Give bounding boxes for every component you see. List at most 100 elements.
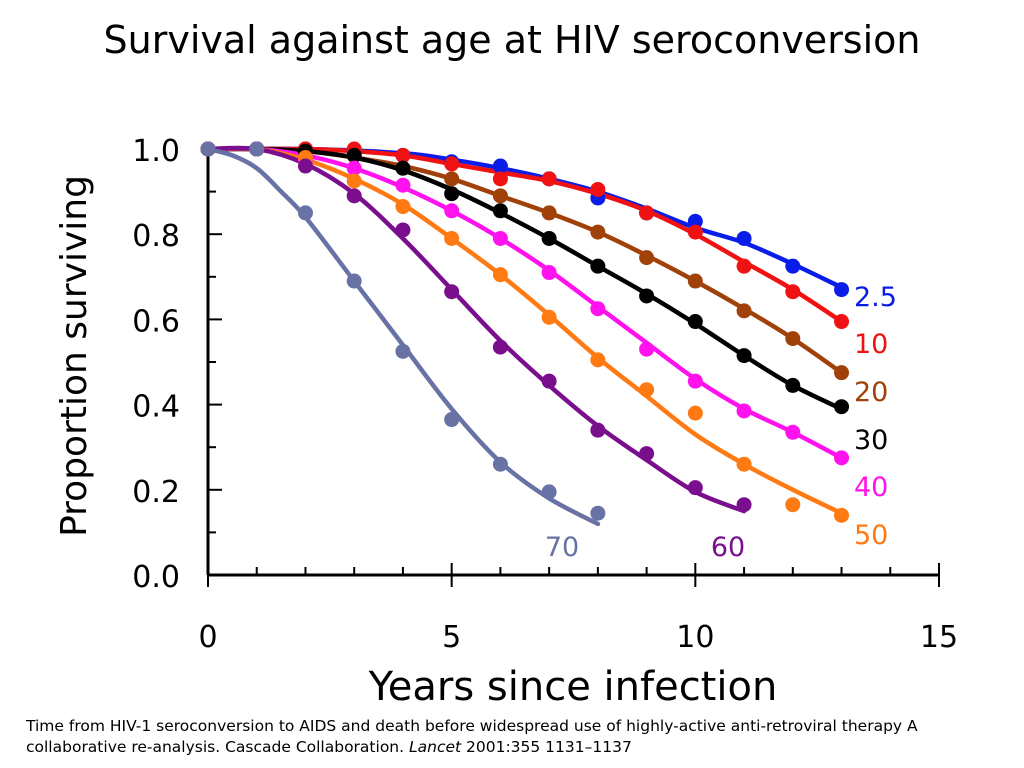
series-10-point (541, 171, 557, 187)
citation: Time from HIV-1 seroconversion to AIDS a… (26, 716, 1001, 758)
series-60-point (639, 446, 655, 462)
series-70-point (590, 505, 606, 521)
series-60-point (492, 339, 508, 355)
series-60-point (736, 497, 752, 513)
series-70-label: 70 (545, 532, 579, 563)
series-20-point (492, 188, 508, 204)
series-30-point (444, 186, 460, 202)
series-30-point (541, 230, 557, 246)
series-50-point (395, 199, 411, 215)
series-20-point (736, 303, 752, 319)
axes: 0.0 0.2 0.4 0.6 0.8 1.0 0 5 10 15 (132, 134, 958, 655)
series-30-point (639, 288, 655, 304)
series-40-point (736, 403, 752, 419)
series-70-point (395, 343, 411, 359)
series-40-point (395, 177, 411, 193)
series-60-point (541, 373, 557, 389)
series-40-point (687, 373, 703, 389)
series-50-point (590, 352, 606, 368)
series-10-point (834, 314, 850, 330)
series-50-point (687, 405, 703, 421)
y-tick-label: 0.0 (132, 560, 180, 595)
x-tick-label: 10 (676, 620, 714, 655)
series-30-point (736, 348, 752, 364)
series-20-point (785, 331, 801, 347)
y-tick-label: 0.4 (132, 390, 180, 425)
y-tick-label: 0.6 (132, 304, 180, 339)
series-70-point (492, 456, 508, 472)
series-10-point (590, 181, 606, 197)
x-tick-label: 15 (920, 620, 958, 655)
series-30-point (785, 377, 801, 393)
series-60-point (346, 188, 362, 204)
y-tick-label: 0.8 (132, 219, 180, 254)
citation-details: 2001:355 1131–1137 (461, 738, 632, 756)
series-40-point (346, 160, 362, 176)
chart-title: Survival against age at HIV seroconversi… (103, 18, 921, 62)
series-30-point (687, 314, 703, 330)
series-40-point (444, 203, 460, 219)
series-2-5-point (687, 213, 703, 229)
series-30-label: 30 (854, 425, 888, 456)
series-2-5-point (736, 230, 752, 246)
series-30-point (834, 399, 850, 415)
series-10-point (395, 147, 411, 163)
series-70-point (297, 205, 313, 221)
series-30-line (205, 146, 844, 412)
series-60-point (395, 222, 411, 238)
series-10-point (444, 156, 460, 172)
series-50-point (444, 230, 460, 246)
series-20-label: 20 (854, 377, 888, 408)
series-2-5-point (834, 282, 850, 298)
series-2-5-point (785, 258, 801, 274)
series-50-point (785, 497, 801, 513)
x-tick-label: 5 (442, 620, 461, 655)
series-20-point (687, 273, 703, 289)
series-labels: 2.5 10 20 30 40 50 60 70 (545, 282, 897, 563)
x-axis-title: Years since infection (368, 664, 778, 710)
series-30-point (395, 160, 411, 176)
series-40-point (639, 341, 655, 357)
series-60-point (687, 480, 703, 496)
series-40-point (785, 424, 801, 440)
series-50-point (834, 507, 850, 523)
series-50-point (541, 309, 557, 325)
series-70-point (249, 141, 265, 157)
series-50-point (346, 173, 362, 189)
x-tick-label: 0 (198, 620, 217, 655)
series-10-point (639, 205, 655, 221)
series-40-point (492, 230, 508, 246)
series-10-point (492, 171, 508, 187)
series-50-point (639, 382, 655, 398)
series-20-point (444, 171, 460, 187)
series-2-5-point (492, 158, 508, 174)
series-70-point (200, 141, 216, 157)
y-tick-label: 0.2 (132, 475, 180, 510)
series-50-label: 50 (854, 520, 888, 551)
series-50-point (492, 267, 508, 283)
series-20-point (639, 250, 655, 266)
series-60-point (444, 284, 460, 300)
citation-text: Time from HIV-1 seroconversion to AIDS a… (26, 717, 918, 756)
series-70-point (444, 412, 460, 428)
series-20-point (590, 224, 606, 240)
series-60-point (297, 158, 313, 174)
citation-journal: Lancet (408, 738, 462, 756)
y-tick-label: 1.0 (132, 134, 180, 169)
series-10-point (785, 284, 801, 300)
series-30-point (492, 203, 508, 219)
y-axis-title: Proportion surviving (54, 175, 95, 537)
series-10-point (687, 224, 703, 240)
series-40-point (541, 265, 557, 281)
series-60-label: 60 (711, 532, 745, 563)
series-20-point (834, 365, 850, 381)
series-20-point (541, 205, 557, 221)
series-50-point (736, 456, 752, 472)
series-60-point (590, 422, 606, 438)
series-10-label: 10 (854, 329, 888, 360)
series-40-label: 40 (854, 472, 888, 503)
series-40-point (834, 450, 850, 466)
series-40-point (590, 301, 606, 317)
series-30-point (590, 258, 606, 274)
